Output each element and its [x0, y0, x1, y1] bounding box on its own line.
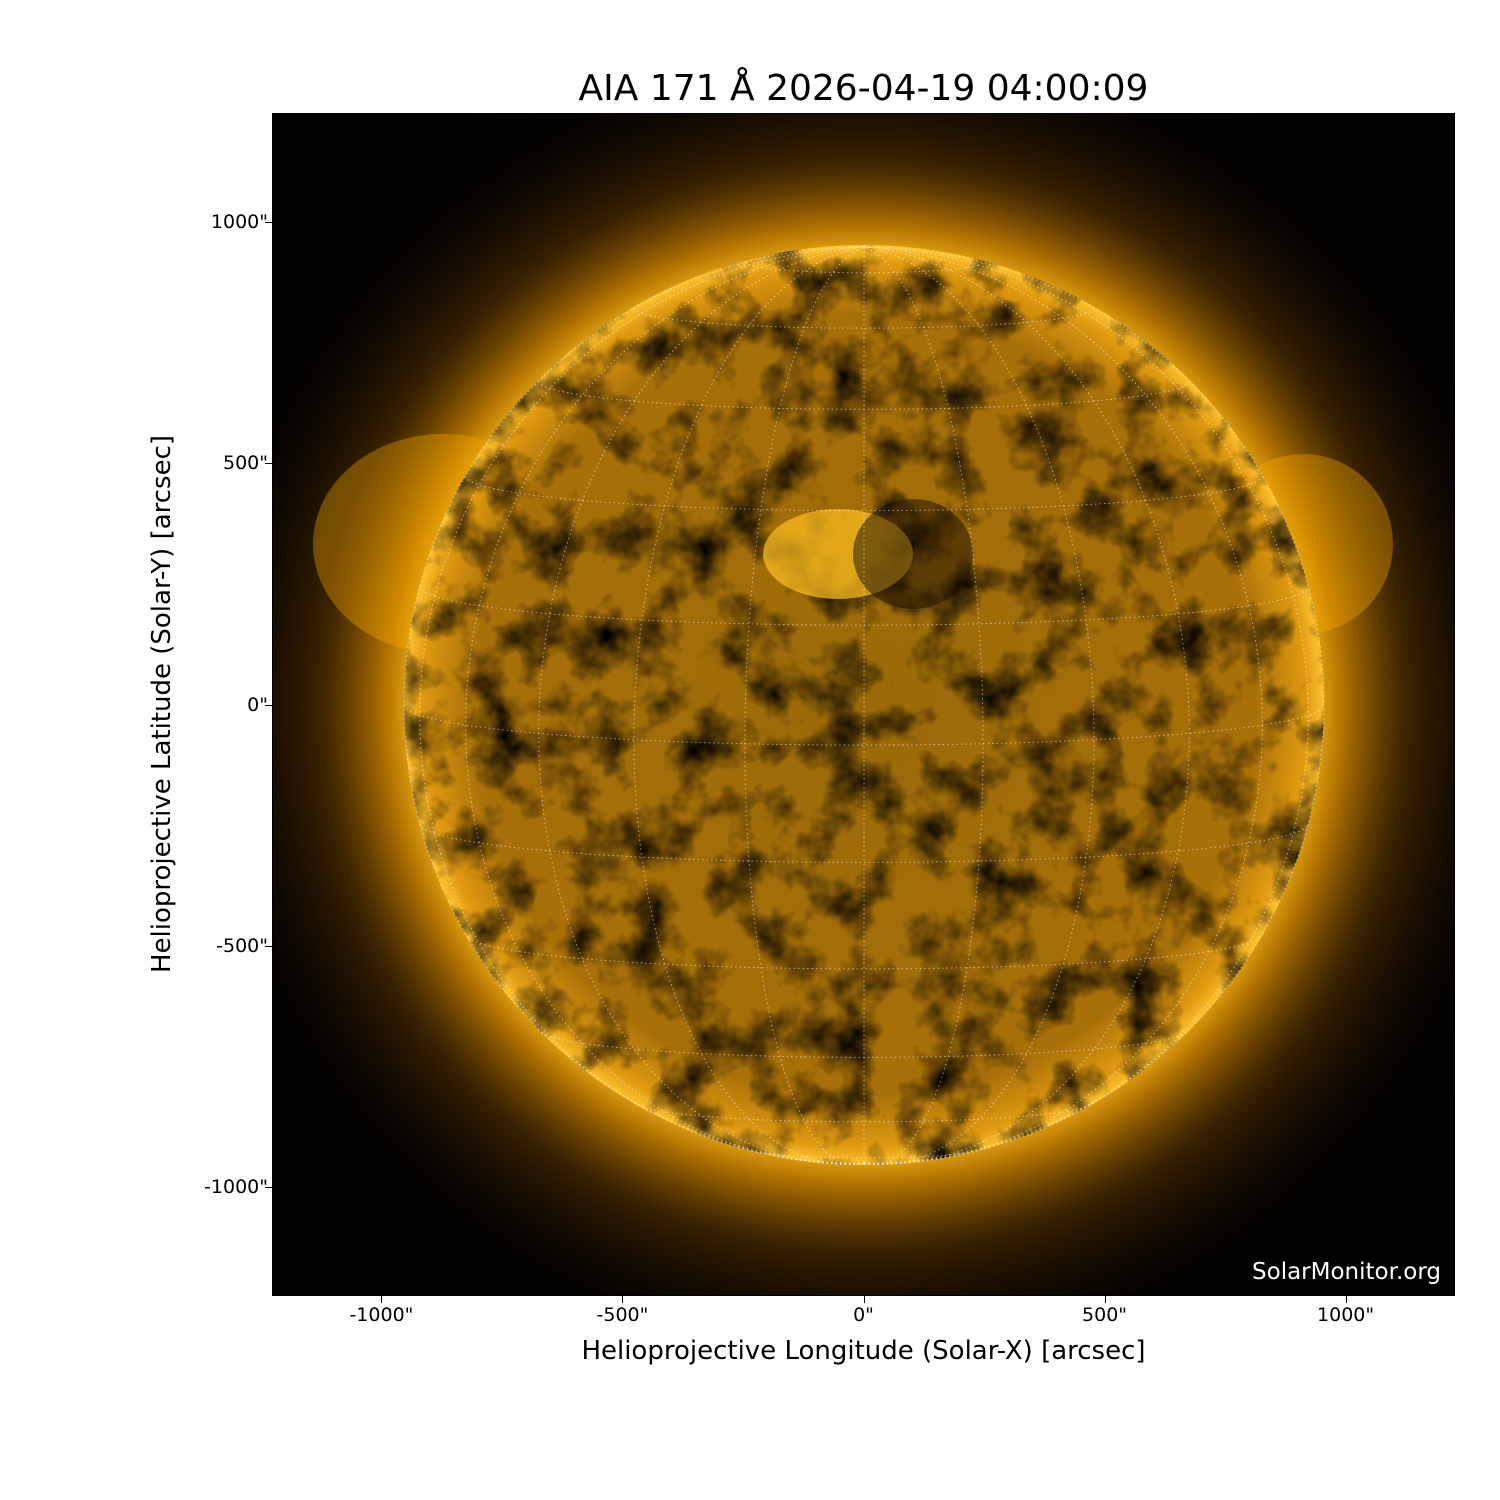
x-tick-label: -500" [596, 1304, 649, 1326]
y-tick-mark [265, 463, 272, 465]
latitude-line [538, 380, 1190, 410]
x-axis-label: Helioprojective Longitude (Solar-X) [arc… [581, 1336, 1146, 1366]
plot-title: AIA 171 Å 2026-04-19 04:00:09 [578, 68, 1149, 109]
latitude-line [419, 823, 1309, 863]
y-tick-label: -1000" [204, 1175, 268, 1198]
x-tick-mark [863, 1296, 865, 1303]
y-tick-label: 500" [222, 452, 268, 475]
longitude-line [863, 246, 984, 1166]
latitude-line [633, 1101, 1095, 1123]
y-tick-label: 1000" [210, 211, 268, 234]
x-tick-mark [622, 1296, 624, 1303]
y-tick-mark [265, 222, 272, 224]
latitude-line [633, 308, 1095, 329]
y-tick-label: -500" [216, 934, 268, 957]
dark-region [853, 499, 973, 609]
y-axis-label: Helioprojective Latitude (Solar-Y) [arcs… [147, 434, 177, 974]
x-tick-label: -1000" [349, 1304, 414, 1326]
heliographic-grid [403, 246, 1325, 1166]
latitude-line [403, 704, 1325, 746]
y-tick-mark [265, 945, 272, 947]
latitude-line [538, 1028, 1190, 1058]
longitude-line [863, 246, 1190, 1165]
y-tick-mark [265, 704, 272, 706]
x-tick-mark [381, 1296, 383, 1303]
latitude-line [419, 586, 1309, 626]
y-tick-mark [265, 1186, 272, 1188]
x-tick-label: 1000" [1317, 1304, 1375, 1326]
x-tick-mark [1345, 1296, 1347, 1303]
sun-image [273, 114, 1454, 1295]
solar-image-axes: SolarMonitor.org [272, 113, 1455, 1296]
x-tick-mark [1104, 1296, 1106, 1303]
watermark: SolarMonitor.org [1252, 1259, 1441, 1285]
disk-texture [404, 245, 1324, 1165]
x-tick-label: 0" [853, 1304, 874, 1326]
y-tick-label: 0" [247, 693, 268, 716]
x-tick-label: 500" [1082, 1304, 1128, 1326]
